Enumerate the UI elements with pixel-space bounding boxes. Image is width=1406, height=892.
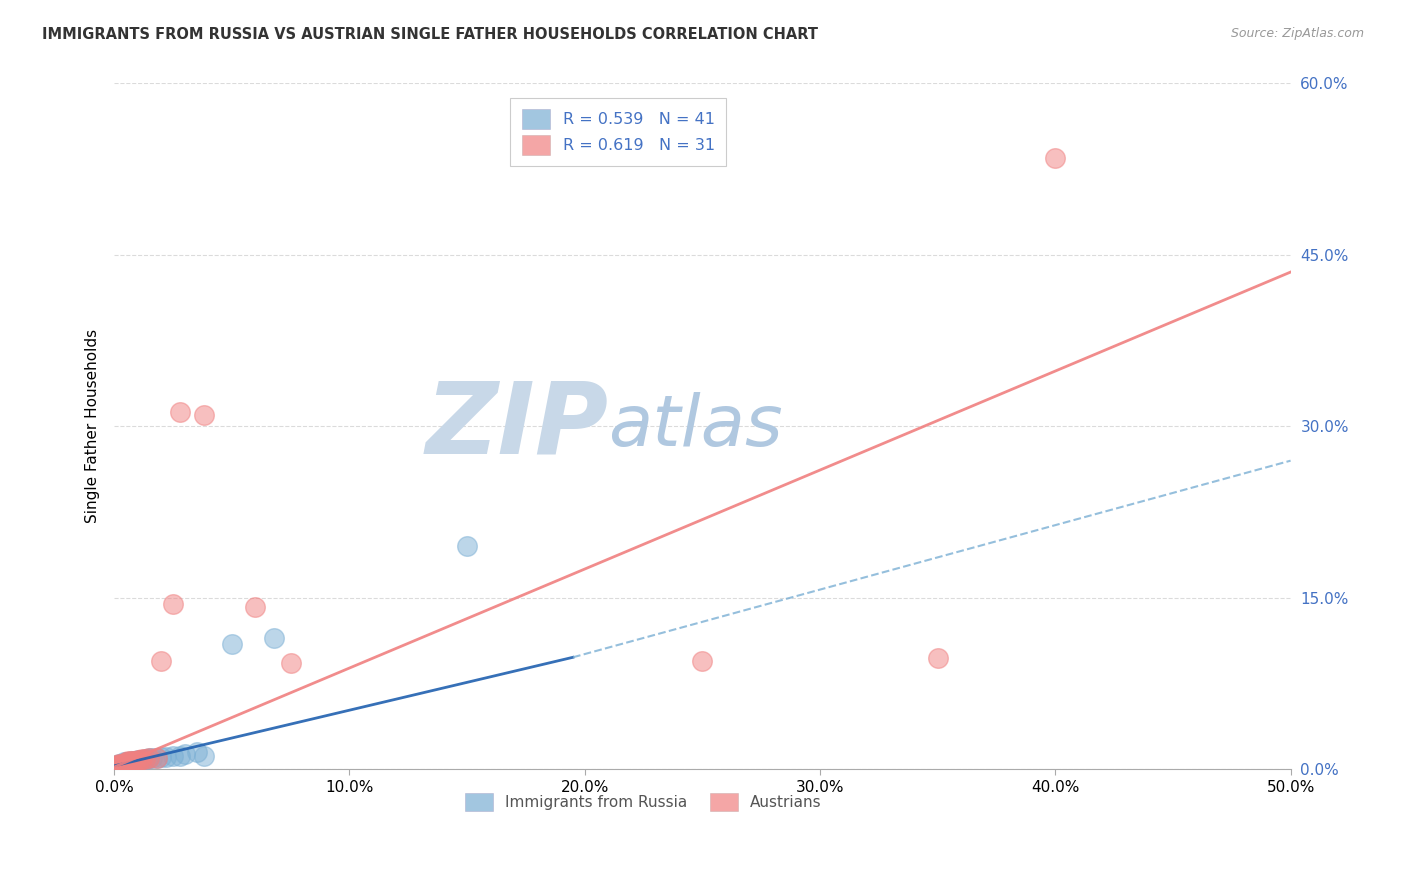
Text: atlas: atlas	[609, 392, 783, 461]
Text: Source: ZipAtlas.com: Source: ZipAtlas.com	[1230, 27, 1364, 40]
Point	[117, 756, 139, 771]
Point	[127, 754, 149, 768]
Point	[131, 752, 153, 766]
Point	[115, 757, 138, 772]
Point	[108, 759, 131, 773]
Point	[122, 756, 145, 770]
Point	[138, 751, 160, 765]
Point	[162, 597, 184, 611]
Point	[115, 756, 138, 770]
Point	[124, 754, 146, 768]
Point	[110, 759, 132, 773]
Point	[122, 754, 145, 768]
Point	[280, 656, 302, 670]
Point	[108, 756, 131, 771]
Point	[131, 753, 153, 767]
Point	[193, 748, 215, 763]
Point	[115, 756, 138, 770]
Point	[162, 748, 184, 763]
Point	[145, 751, 167, 765]
Point	[1045, 151, 1067, 165]
Point	[127, 753, 149, 767]
Point	[245, 599, 267, 614]
Point	[129, 753, 152, 767]
Point	[129, 753, 152, 767]
Point	[112, 757, 135, 772]
Point	[120, 754, 142, 768]
Legend: Immigrants from Russia, Austrians: Immigrants from Russia, Austrians	[453, 780, 834, 823]
Point	[115, 756, 138, 771]
Point	[692, 654, 714, 668]
Point	[105, 760, 128, 774]
Point	[117, 756, 139, 770]
Point	[186, 745, 208, 759]
Point	[108, 759, 131, 773]
Point	[155, 749, 177, 764]
Point	[169, 748, 191, 763]
Point	[112, 756, 135, 771]
Point	[110, 757, 132, 772]
Point	[120, 756, 142, 770]
Point	[105, 759, 128, 773]
Point	[150, 654, 173, 668]
Point	[138, 751, 160, 765]
Point	[120, 756, 142, 770]
Point	[150, 749, 173, 764]
Point	[112, 756, 135, 770]
Point	[927, 651, 949, 665]
Point	[221, 636, 243, 650]
Text: ZIP: ZIP	[425, 378, 609, 475]
Point	[108, 756, 131, 771]
Point	[127, 753, 149, 767]
Point	[115, 756, 138, 771]
Point	[110, 756, 132, 771]
Point	[136, 752, 159, 766]
Point	[105, 757, 128, 772]
Point	[108, 757, 131, 772]
Point	[134, 752, 156, 766]
Point	[110, 756, 132, 771]
Point	[108, 757, 131, 772]
Point	[134, 752, 156, 766]
Point	[173, 747, 195, 762]
Point	[120, 754, 142, 768]
Point	[122, 754, 145, 768]
Point	[117, 754, 139, 768]
Point	[193, 408, 215, 422]
Point	[169, 404, 191, 418]
Point	[105, 757, 128, 772]
Point	[263, 631, 285, 645]
Point	[145, 751, 167, 765]
Point	[124, 754, 146, 768]
Point	[105, 759, 128, 773]
Point	[141, 751, 163, 765]
Point	[110, 757, 132, 772]
Text: IMMIGRANTS FROM RUSSIA VS AUSTRIAN SINGLE FATHER HOUSEHOLDS CORRELATION CHART: IMMIGRANTS FROM RUSSIA VS AUSTRIAN SINGL…	[42, 27, 818, 42]
Point	[117, 756, 139, 770]
Point	[456, 540, 478, 554]
Y-axis label: Single Father Households: Single Father Households	[86, 329, 100, 524]
Point	[112, 756, 135, 771]
